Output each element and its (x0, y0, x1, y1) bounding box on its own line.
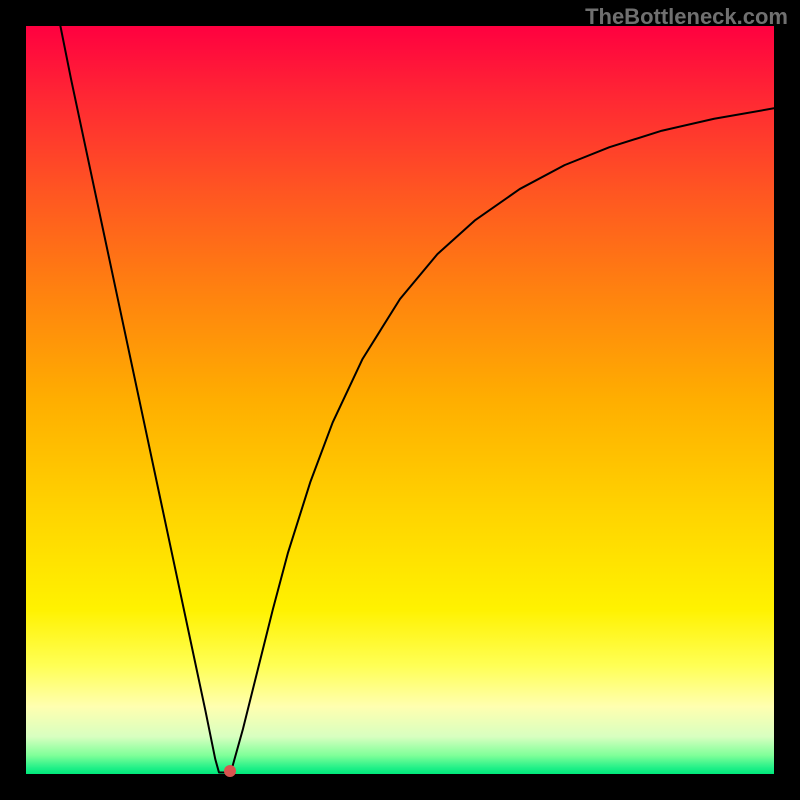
watermark-text: TheBottleneck.com (585, 4, 788, 30)
chart-container: TheBottleneck.com (0, 0, 800, 800)
optimum-marker (224, 765, 236, 777)
plot-area (26, 26, 774, 774)
curve-svg (26, 26, 774, 774)
bottleneck-curve (60, 26, 774, 773)
